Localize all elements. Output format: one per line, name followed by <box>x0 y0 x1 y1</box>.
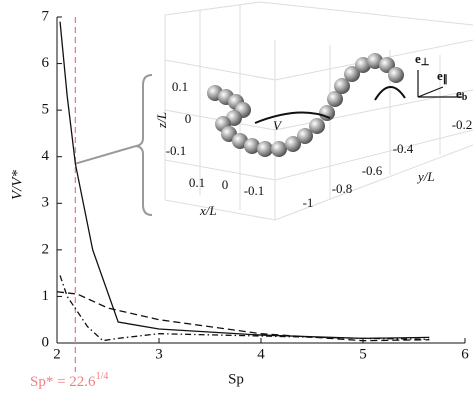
bead <box>334 78 350 94</box>
inset-tick-label: -0.1 <box>166 143 187 158</box>
inset-z-label: z/L <box>154 112 169 129</box>
basis-label: eb <box>456 86 468 103</box>
basis-sub: ⊥ <box>421 57 430 68</box>
bead <box>327 91 343 107</box>
inset-tick-label: 0 <box>185 111 192 126</box>
bead <box>244 138 260 154</box>
basis-label: e⊥ <box>415 51 430 68</box>
velocity-label: V <box>273 118 283 133</box>
bead <box>309 118 325 134</box>
basis-sub: b <box>462 92 468 103</box>
inset-tick-label: -0.6 <box>362 163 383 178</box>
arrow <box>374 86 406 101</box>
basis-arrows <box>417 70 462 98</box>
x-tick-label: 6 <box>461 346 469 362</box>
basis-label: e∥ <box>437 68 448 85</box>
x-tick-label: 2 <box>53 346 61 362</box>
annotation: Sp* = 22.61/4 <box>30 371 108 390</box>
basis-base: e <box>437 68 443 83</box>
inset-tick-label: -0.1 <box>244 183 265 198</box>
series-line <box>59 21 430 339</box>
inset-tick-label: 0 <box>222 177 229 192</box>
series-line <box>56 291 430 342</box>
basis-sub: ∥ <box>443 74 448 85</box>
x-tick-label: 4 <box>257 346 265 362</box>
inset-tick-label: -0.4 <box>393 141 414 156</box>
inset-tick-label: -0.8 <box>332 181 353 196</box>
y-tick-label: 1 <box>42 288 50 304</box>
bead <box>388 67 404 83</box>
basis-base: e <box>415 51 421 66</box>
series-line <box>59 275 430 342</box>
bead <box>257 141 273 157</box>
basis-base: e <box>456 86 462 101</box>
x-axis-label: Sp <box>228 371 244 387</box>
brace-connector <box>75 145 137 165</box>
inset-grid <box>164 1 473 221</box>
annotation-text: Sp* = 22.6 <box>30 374 96 390</box>
inset-tick-label: -0.2 <box>452 117 473 132</box>
x-tick-label: 5 <box>359 346 367 362</box>
bead <box>344 66 360 82</box>
y-tick-label: 2 <box>42 241 50 257</box>
bead <box>271 141 287 157</box>
bead <box>232 133 248 149</box>
inset-x-label: x/L <box>199 203 217 218</box>
x-tick-label: 3 <box>155 346 163 362</box>
arrow <box>254 111 331 124</box>
inset: V e⊥ e∥ eb z/L y/L x/L 0.10-0.10.1 0 -0.1-… <box>154 1 473 221</box>
y-axis-label: V/V* <box>9 170 25 200</box>
y-tick-label: 0 <box>42 334 50 350</box>
bead <box>285 136 301 152</box>
brace <box>135 74 153 216</box>
y-tick-label: 4 <box>42 148 50 164</box>
y-tick-label: 5 <box>42 102 50 118</box>
inset-tick-label: -1 <box>303 195 314 210</box>
bead <box>319 105 335 121</box>
y-tick-label: 6 <box>42 55 50 71</box>
y-tick-label: 3 <box>42 195 50 211</box>
inset-y-label: y/L <box>416 169 435 184</box>
y-tick-label: 7 <box>42 8 50 24</box>
annotation-sup: 1/4 <box>96 371 109 382</box>
bead <box>297 128 313 144</box>
inset-tick-label: 0.1 <box>189 175 205 190</box>
inset-tick-label: 0.1 <box>172 79 188 94</box>
beads <box>207 53 404 157</box>
